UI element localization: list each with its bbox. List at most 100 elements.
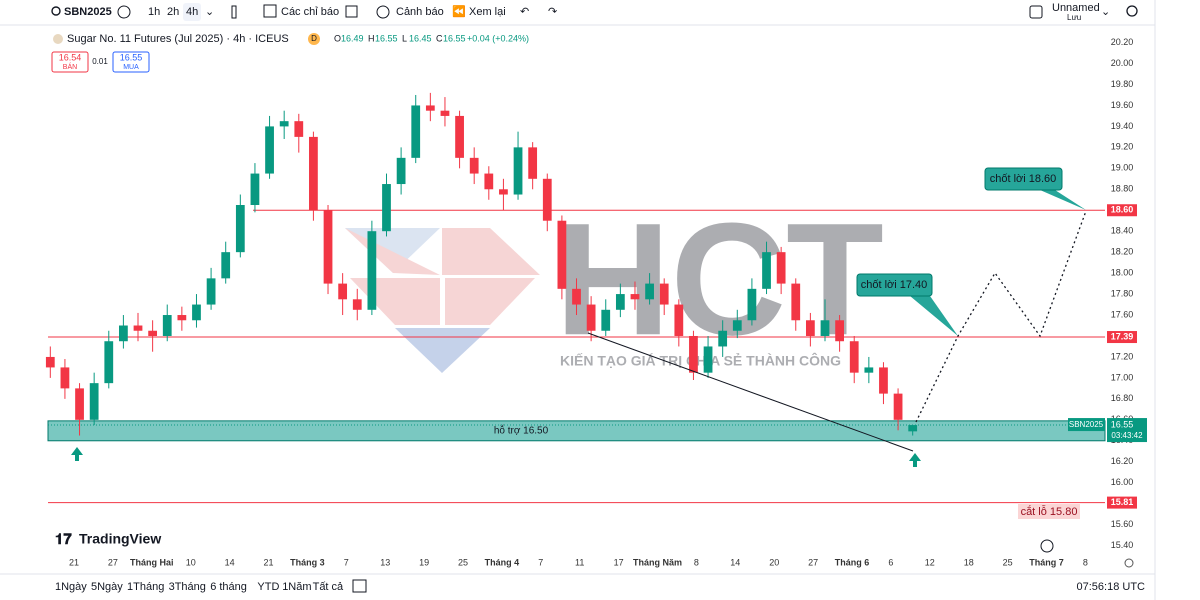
support-label: hỗ trợ 16.50	[494, 423, 549, 436]
plot: 20.20 20.00 19.80 19.60 19.40 19.20 19.00 18.80…	[45, 37, 1147, 567]
ohlc-value: 16.49	[341, 33, 364, 43]
level-tag	[1107, 204, 1137, 217]
range-button[interactable]: 6 tháng	[210, 581, 247, 593]
up-arrow	[71, 447, 83, 461]
candle-body	[192, 304, 201, 321]
candle-body	[586, 304, 596, 331]
candle-body	[499, 189, 508, 195]
y-tick-label: 17.00	[1111, 372, 1134, 382]
x-tick-label: 27	[108, 557, 118, 567]
layout-icon[interactable]	[1029, 5, 1043, 19]
y-tick-label: 19.20	[1111, 142, 1134, 152]
chart-type-icon[interactable]	[231, 5, 237, 19]
y-tick-label: 19.40	[1111, 121, 1134, 131]
y-tick-label: 18.20	[1111, 247, 1134, 257]
candle-body	[60, 367, 70, 389]
y-tick-label: 17.80	[1111, 288, 1134, 298]
redo[interactable]: ↷	[548, 6, 557, 18]
y-tick-label: 20.00	[1111, 58, 1134, 68]
settings-icon[interactable]	[1124, 558, 1134, 568]
callout-text: chốt lời 18.60	[990, 173, 1057, 185]
interval-dropdown[interactable]: ⌄	[205, 6, 214, 18]
sell-label: BÁN	[63, 62, 77, 71]
replay[interactable]: Xem lại	[469, 6, 506, 18]
logo-shape	[350, 278, 440, 325]
range-button[interactable]: YTD	[257, 581, 279, 593]
logo-shape	[445, 278, 535, 325]
candle-body	[250, 173, 260, 205]
x-tick-label: 21	[263, 557, 273, 567]
interval-active-bg	[183, 3, 201, 21]
x-tick-label: 25	[458, 557, 468, 567]
clock: 07:56:18 UTC	[1077, 581, 1146, 593]
range-button[interactable]: Tất cả	[313, 581, 344, 593]
ohlc: O 16.49 H 16.55 L 16.45 C 16.55	[334, 33, 466, 43]
badge-bg	[308, 33, 320, 45]
candle-body	[382, 184, 391, 232]
interval[interactable]: 4h	[186, 6, 198, 18]
candle-body	[352, 299, 362, 310]
callout: chốt lời 17.40	[856, 273, 958, 336]
candle-body	[572, 288, 581, 305]
goto-date-icon[interactable]	[1040, 539, 1054, 553]
interval[interactable]: 2h	[167, 6, 179, 18]
callout-box	[1018, 504, 1080, 519]
support-zone	[47, 420, 1106, 442]
x-tick-label: 14	[730, 557, 740, 567]
candle-body	[75, 388, 84, 420]
candle-body	[820, 320, 830, 336]
callout-text: cắt lỗ 15.80	[1021, 505, 1078, 518]
candle-body	[396, 157, 406, 185]
range-button[interactable]: 3Tháng	[169, 581, 206, 593]
range-button[interactable]: 1Ngày	[55, 581, 87, 593]
candle-body	[206, 278, 216, 305]
search-icon[interactable]	[51, 6, 61, 16]
callout: chốt lời 18.60	[984, 167, 1086, 210]
badge: D	[311, 34, 317, 43]
callout: cắt lỗ 15.80	[1018, 504, 1080, 519]
candle-body	[148, 330, 158, 336]
layout-dropdown[interactable]: ⌄	[1101, 6, 1110, 18]
undo[interactable]: ↶	[520, 6, 529, 18]
interval[interactable]: 1h	[148, 6, 160, 18]
candle-body	[133, 325, 143, 331]
ohlc-value: 16.55	[375, 33, 398, 43]
symbol-logo	[53, 34, 63, 44]
y-tick-label: 19.80	[1111, 79, 1134, 89]
snapshot-icon[interactable]	[1126, 5, 1138, 17]
sell-button[interactable]	[51, 51, 89, 73]
save[interactable]: Lưu	[1067, 13, 1081, 22]
range-button[interactable]: 1Tháng	[127, 581, 164, 593]
candle-body	[528, 147, 538, 179]
range-button[interactable]: 1Năm	[282, 581, 311, 593]
candle-body	[265, 126, 274, 174]
candle-body	[791, 283, 801, 321]
candle-body	[411, 105, 421, 158]
x-tick-label: 6	[888, 557, 893, 567]
candle-body	[367, 231, 377, 310]
alerts[interactable]: Cảnh báo	[396, 6, 444, 18]
add-symbol[interactable]	[117, 5, 131, 19]
x-tick-label: 8	[1083, 557, 1088, 567]
date-range-icon[interactable]	[352, 579, 367, 593]
templates-icon[interactable]	[345, 5, 358, 18]
y-tick-label: 15.60	[1111, 519, 1134, 529]
candle-body	[484, 173, 494, 190]
candle-body	[221, 252, 231, 279]
candle-body	[732, 320, 742, 331]
range-button[interactable]: 5Ngày	[91, 581, 123, 593]
toolbar: SBN2025 1h 2h 4h ⌄ Các chỉ báo Cảnh báo …	[0, 2, 1155, 26]
buy-button[interactable]	[112, 51, 150, 73]
legend: Sugar No. 11 Futures (Jul 2025) · 4h · I…	[51, 33, 529, 73]
spread: 0.01	[92, 57, 108, 66]
indicators[interactable]: Các chỉ báo	[281, 6, 339, 18]
candle-body	[425, 105, 435, 111]
ohlc-key: L	[402, 33, 407, 43]
ohlc-value: 16.55	[443, 33, 466, 43]
x-tick-label: 21	[69, 557, 79, 567]
candle-body	[630, 294, 640, 300]
symbol[interactable]: SBN2025	[64, 6, 112, 18]
x-tick-label: Tháng 6	[835, 557, 870, 567]
layout-name[interactable]: Unnamed	[1052, 2, 1100, 14]
